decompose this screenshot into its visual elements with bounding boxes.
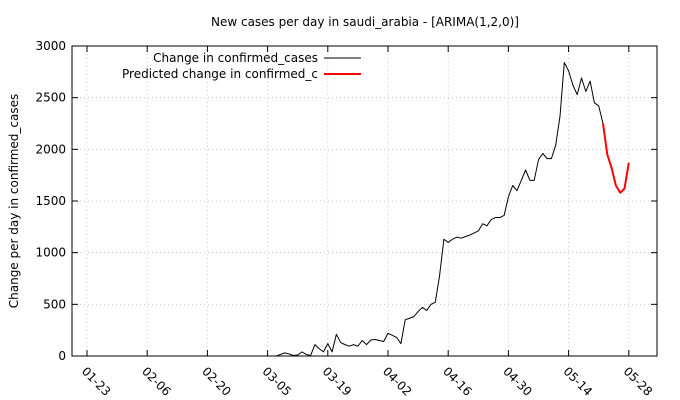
- x-tick-label: 05-28: [621, 364, 656, 399]
- legend-label-actual: Change in confirmed_cases: [153, 51, 318, 65]
- chart-title: New cases per day in saudi_arabia - [ARI…: [211, 15, 519, 29]
- x-tick-label: 02-20: [199, 364, 234, 399]
- x-tick-label: 04-02: [380, 364, 415, 399]
- series-line-predicted: [602, 123, 630, 194]
- y-tick-label: 2000: [35, 142, 66, 156]
- series-layer: [254, 62, 630, 357]
- series-line-actual: [254, 62, 604, 357]
- x-tick-label: 01-23: [79, 364, 114, 399]
- x-tick-label: 04-16: [440, 364, 475, 399]
- y-axis-label: Change per day in confirmed_cases: [7, 94, 21, 309]
- x-tick-label: 03-19: [320, 364, 355, 399]
- y-tick-label: 1500: [35, 194, 66, 208]
- y-tick-label: 3000: [35, 39, 66, 53]
- y-tick-label: 2500: [35, 91, 66, 105]
- x-tick-label: 02-06: [139, 364, 174, 399]
- y-tick-label: 500: [43, 297, 66, 311]
- x-tick-label: 03-05: [259, 364, 294, 399]
- y-tick-label: 0: [58, 349, 66, 363]
- x-tick-label: 05-14: [560, 364, 595, 399]
- y-tick-label: 1000: [35, 246, 66, 260]
- x-tick-label: 04-30: [500, 364, 535, 399]
- legend-label-predicted: Predicted change in confirmed_c: [122, 67, 318, 81]
- legend: Change in confirmed_cases Predicted chan…: [122, 51, 361, 81]
- grid: [72, 46, 657, 356]
